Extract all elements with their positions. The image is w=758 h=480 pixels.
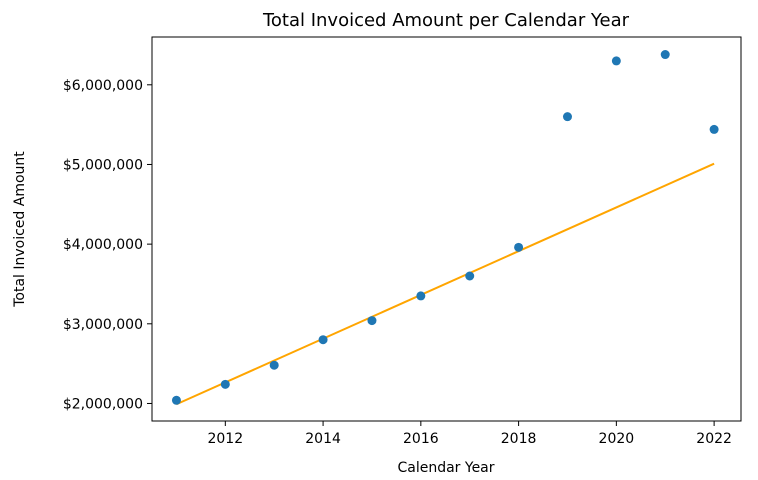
- trend-line: [176, 162, 715, 406]
- y-tick-label: $2,000,000: [63, 396, 143, 412]
- x-tick-label: 2012: [207, 431, 243, 447]
- data-point: [562, 112, 572, 122]
- x-axis-ticks: 2012 2014 2016 2018 2020 2022: [207, 421, 732, 447]
- x-axis-label: Calendar Year: [397, 460, 494, 476]
- data-point: [367, 316, 377, 326]
- y-tick-label: $6,000,000: [63, 78, 143, 94]
- data-point: [269, 360, 279, 370]
- data-point: [171, 395, 181, 405]
- data-point: [318, 335, 328, 345]
- data-point: [465, 271, 475, 281]
- data-point: [220, 379, 230, 389]
- y-tick-label: $5,000,000: [63, 157, 143, 173]
- x-tick-label: 2020: [599, 431, 635, 447]
- x-tick-label: 2022: [696, 431, 732, 447]
- chart-title: Total Invoiced Amount per Calendar Year: [262, 10, 630, 31]
- y-axis-label: Total Invoiced Amount: [12, 151, 28, 308]
- x-tick-label: 2014: [305, 431, 341, 447]
- y-tick-label: $4,000,000: [63, 237, 143, 253]
- data-point: [611, 56, 621, 66]
- data-point: [514, 242, 524, 252]
- data-point: [709, 124, 719, 134]
- x-tick-label: 2018: [501, 431, 537, 447]
- plot-frame: [151, 36, 742, 422]
- plot-marks: [171, 50, 719, 406]
- y-axis-ticks: $2,000,000 $3,000,000 $4,000,000 $5,000,000…: [63, 78, 152, 412]
- x-tick-label: 2016: [403, 431, 439, 447]
- data-point: [416, 291, 426, 301]
- y-tick-label: $3,000,000: [63, 317, 143, 333]
- data-point: [660, 50, 670, 60]
